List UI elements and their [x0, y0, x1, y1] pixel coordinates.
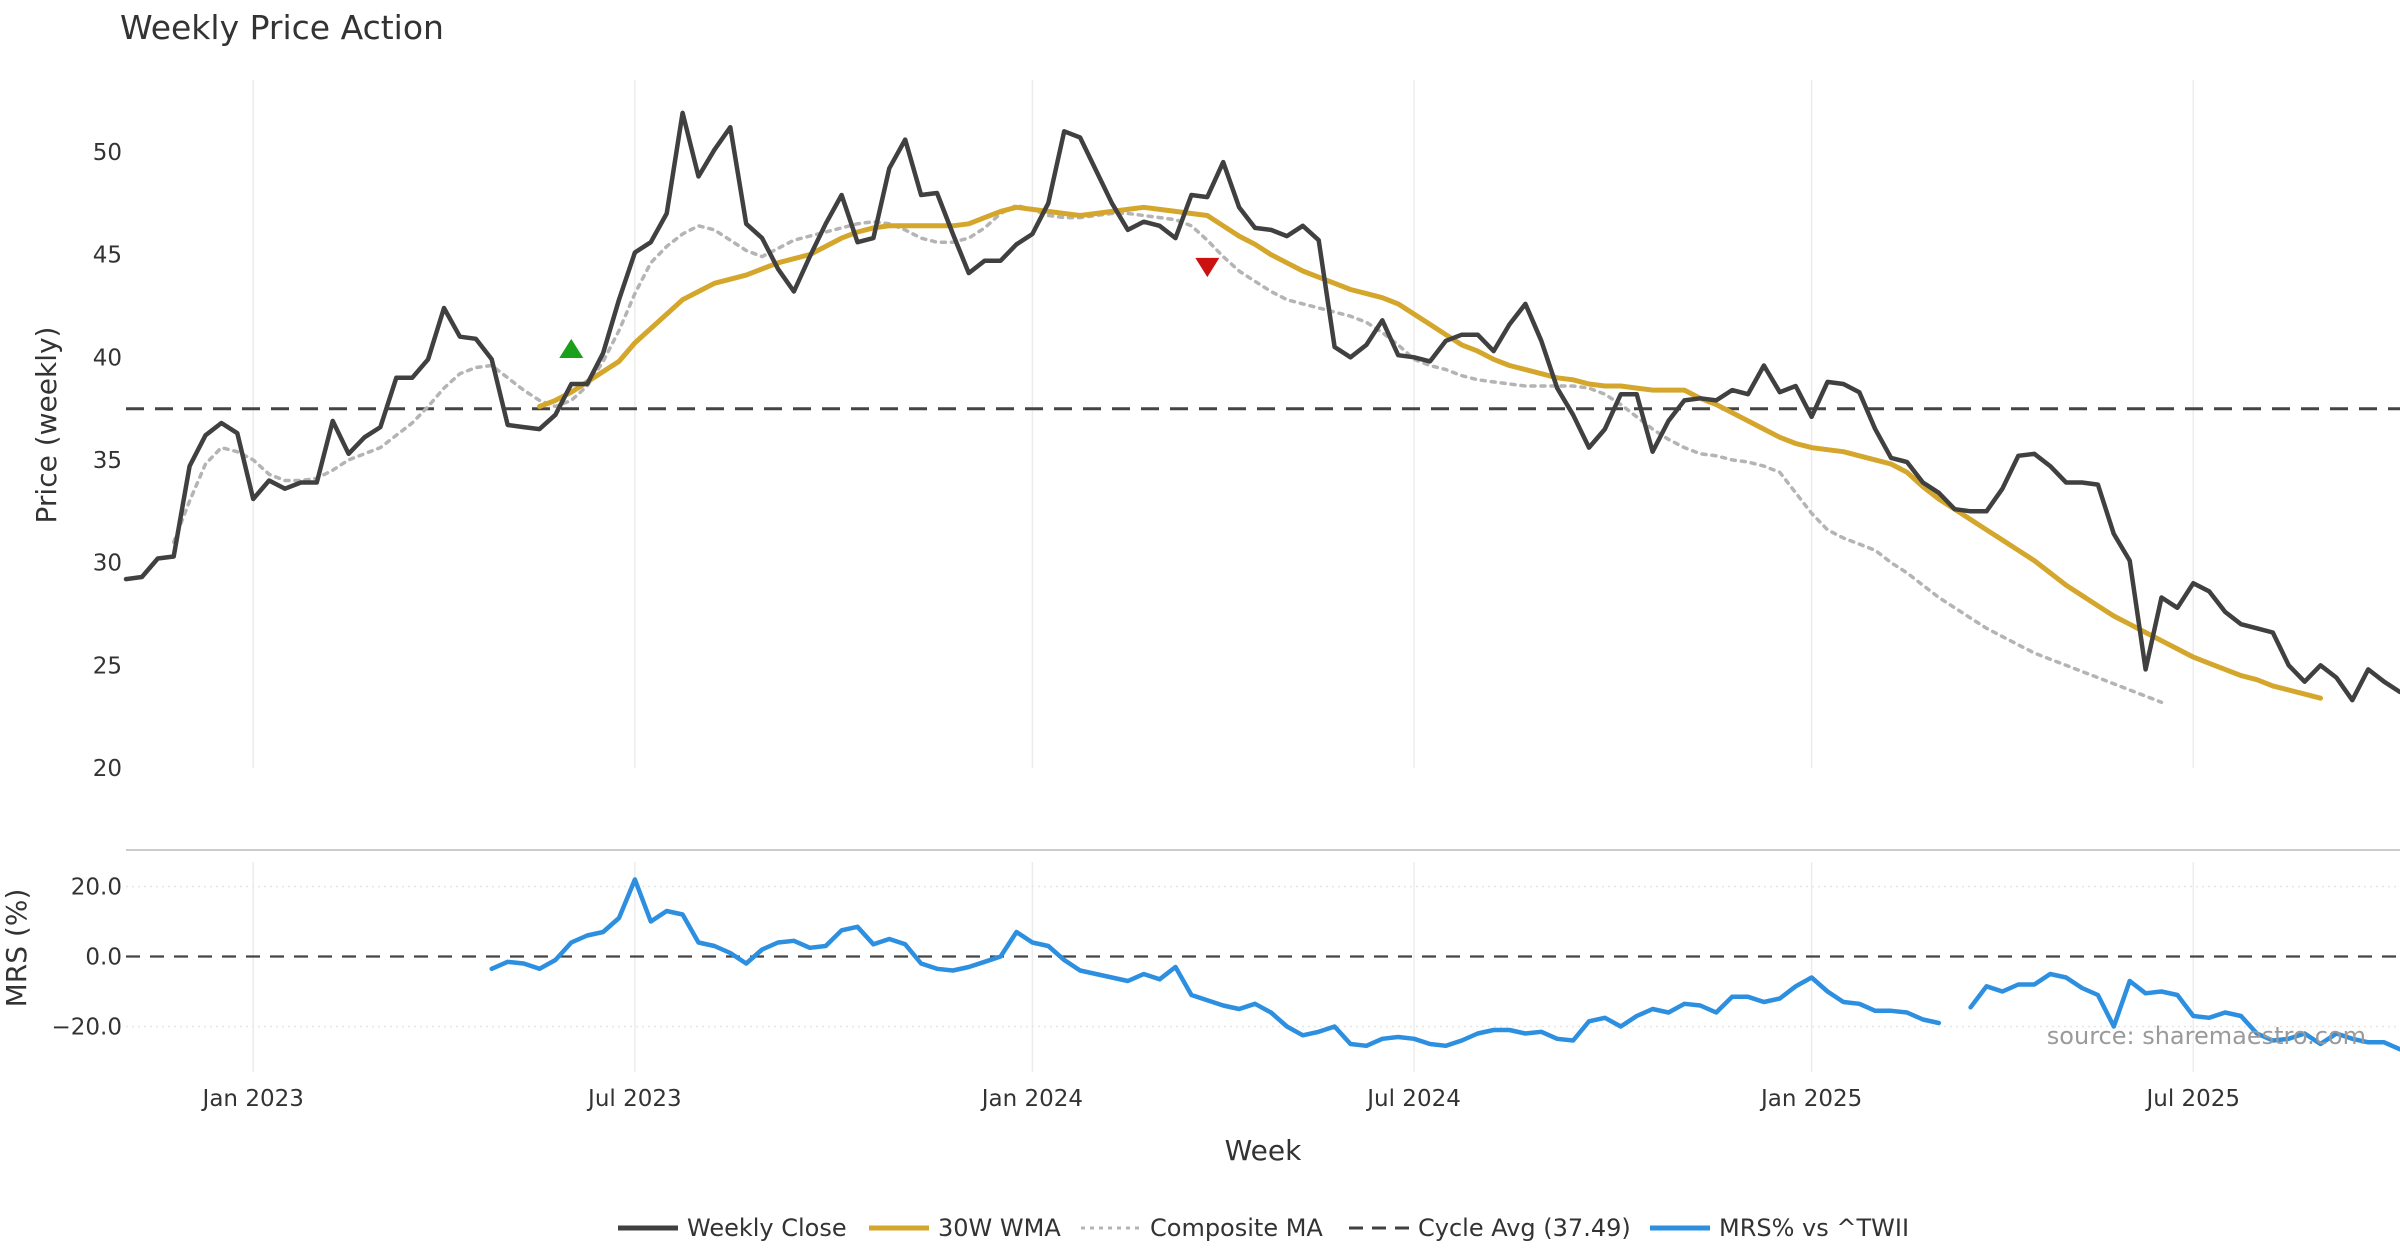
sell-signal-marker [1195, 257, 1220, 278]
bottom-panel-grid [126, 862, 2400, 1072]
bottom-y-tick-label: −20.0 [52, 1015, 122, 1041]
bottom-y-axis-label: MRS (%) [0, 889, 33, 1008]
top-y-tick-label: 35 [93, 448, 122, 474]
bottom-y-tick-label: 20.0 [71, 875, 122, 901]
chart-title: Weekly Price Action [120, 8, 444, 47]
composite-ma-line [171, 203, 2164, 705]
top-y-tick-label: 50 [93, 140, 122, 166]
wma-30w-line [537, 204, 2323, 701]
x-axis-label: Week [1225, 1134, 1302, 1167]
bottom-y-tick-label: 0.0 [85, 945, 122, 971]
mrs-line [489, 877, 2400, 1052]
x-tick-label: Jul 2024 [1365, 1086, 1461, 1112]
top-y-tick-label: 20 [93, 756, 122, 782]
buy-signal-marker [559, 338, 584, 359]
top-y-tick-label: 45 [93, 243, 122, 269]
bottom-panel-y-ticks: 20.0 0.0 −20.0 [52, 875, 122, 1041]
top-y-tick-label: 40 [93, 345, 122, 371]
legend: Weekly Close 30W WMA Composite MA Cycle Avg… [618, 1214, 1909, 1242]
x-tick-label: Jul 2023 [586, 1086, 682, 1112]
x-tick-label: Jan 2025 [1759, 1086, 1862, 1112]
x-tick-label: Jan 2024 [980, 1086, 1083, 1112]
top-panel-grid [252, 80, 2195, 768]
x-axis-ticks: Jan 2023 Jul 2023 Jan 2024 Jul 2024 Jan 2025… [201, 1086, 2241, 1112]
x-tick-label: Jan 2023 [201, 1086, 304, 1112]
top-y-tick-label: 30 [93, 551, 122, 577]
x-tick-label: Jul 2025 [2144, 1086, 2240, 1112]
weekly-close-line [123, 110, 2400, 703]
legend-label: Cycle Avg (37.49) [1418, 1214, 1631, 1242]
top-panel-y-ticks: 20 25 30 35 40 45 50 [93, 140, 122, 782]
top-y-axis-label: Price (weekly) [30, 327, 63, 524]
source-note: source: sharemaestro.com [2047, 1022, 2366, 1050]
legend-label: Composite MA [1150, 1214, 1323, 1242]
top-panel-markers [559, 257, 1220, 359]
bottom-panel-series [489, 877, 2400, 1052]
legend-label: MRS% vs ^TWII [1719, 1214, 1909, 1242]
legend-label: 30W WMA [938, 1214, 1061, 1242]
top-y-tick-label: 25 [93, 653, 122, 679]
top-panel-series [123, 110, 2400, 705]
legend-label: Weekly Close [687, 1214, 847, 1242]
